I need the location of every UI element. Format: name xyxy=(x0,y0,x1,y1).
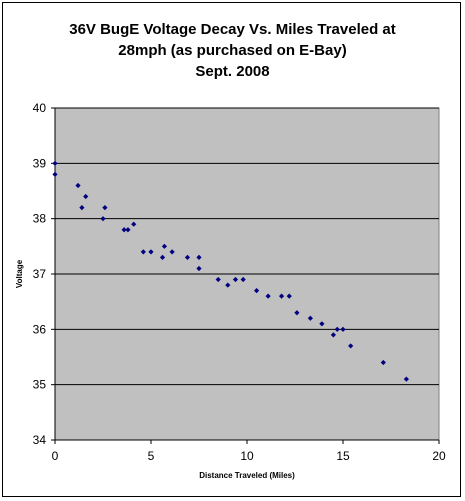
y-tick-labels: 34 35 36 37 38 39 40 xyxy=(33,101,47,447)
data-point xyxy=(184,254,191,260)
data-point xyxy=(140,249,146,255)
chart-title-line-2: 28mph (as purchased on E-Bay) xyxy=(118,42,347,59)
data-point xyxy=(348,343,354,349)
y-tick-label: 40 xyxy=(33,101,47,115)
data-point xyxy=(294,310,300,316)
x-axis-label: Distance Traveled (Miles) xyxy=(199,471,295,480)
y-tick-label: 39 xyxy=(33,156,47,170)
data-point xyxy=(225,282,231,288)
data-point xyxy=(330,332,336,338)
data-point xyxy=(148,249,154,255)
data-point xyxy=(161,243,168,249)
y-tick-label: 36 xyxy=(33,322,47,336)
x-tick-labels: 0 5 10 15 20 xyxy=(52,449,446,463)
data-point xyxy=(340,326,346,332)
x-tick-label: 10 xyxy=(240,449,254,463)
data-point xyxy=(52,171,58,177)
data-point xyxy=(265,293,271,299)
data-point xyxy=(159,254,166,260)
data-point xyxy=(232,276,239,283)
y-tick-label: 37 xyxy=(33,267,47,281)
data-point xyxy=(380,359,386,366)
data-point xyxy=(83,193,89,200)
data-point xyxy=(403,376,409,382)
data-point xyxy=(240,276,246,283)
data-point xyxy=(286,293,292,299)
data-point xyxy=(79,205,85,211)
data-point xyxy=(319,321,325,327)
x-tick-label: 20 xyxy=(432,449,446,463)
data-points xyxy=(52,160,409,382)
x-tick-label: 15 xyxy=(336,449,350,463)
data-point xyxy=(121,227,127,233)
chart-title-line-3: Sept. 2008 xyxy=(195,63,270,80)
data-point xyxy=(196,265,202,272)
data-point xyxy=(131,221,137,227)
data-point xyxy=(125,227,131,233)
data-point xyxy=(100,216,106,222)
y-tick-label: 34 xyxy=(33,433,47,447)
data-point xyxy=(169,249,175,255)
data-point xyxy=(75,182,81,189)
data-point xyxy=(307,315,313,321)
data-point xyxy=(215,276,221,283)
y-axis-label: Voltage xyxy=(15,259,24,288)
data-point xyxy=(196,254,202,260)
x-tick-label: 0 xyxy=(52,449,59,463)
data-point xyxy=(254,288,260,294)
data-point xyxy=(334,326,340,332)
y-tick-label: 38 xyxy=(33,212,47,226)
data-point xyxy=(102,205,108,211)
chart-title-line-1: 36V BugE Voltage Decay Vs. Miles Travele… xyxy=(69,21,396,38)
data-point xyxy=(278,293,285,299)
x-tick-label: 5 xyxy=(148,449,155,463)
data-point xyxy=(52,160,58,166)
y-tick-label: 35 xyxy=(33,378,47,392)
